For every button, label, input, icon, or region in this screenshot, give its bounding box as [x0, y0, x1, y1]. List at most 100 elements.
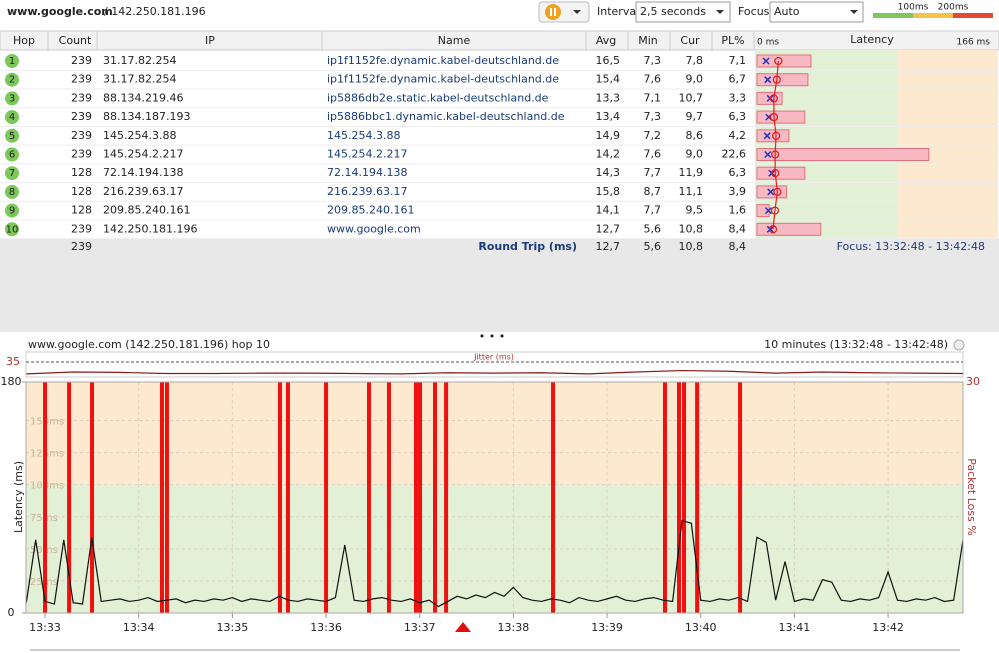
focus-marker[interactable]: [455, 622, 471, 632]
latency-title: Latency: [850, 33, 894, 46]
count: 239: [71, 110, 92, 123]
packet-loss-bar: [418, 382, 423, 613]
hop: 6: [9, 150, 15, 161]
stat: 6,7: [729, 73, 747, 86]
hop-badge: [5, 128, 19, 143]
x-tick-label: 13:39: [591, 621, 623, 634]
latency-min-label: 0 ms: [757, 38, 779, 48]
packet-loss-bar: [756, 54, 812, 68]
column-header[interactable]: Hop: [13, 34, 35, 47]
x-tick-label: 13:33: [29, 621, 61, 634]
empty-area: [0, 239, 999, 332]
stat: 7,3: [644, 54, 662, 67]
packet-loss-bar: [756, 148, 930, 161]
plot-frame: [25, 381, 964, 614]
name: 145.254.2.217: [327, 148, 407, 161]
ip: 31.17.82.254: [103, 54, 176, 67]
avg-marker: [768, 225, 778, 234]
dropdown-arrow: [716, 10, 724, 14]
pause-bar: [554, 8, 556, 16]
summary-stat: 5,6: [644, 240, 662, 253]
name: 145.254.3.88: [327, 129, 400, 142]
x-tick-label: 13:37: [404, 621, 436, 634]
column-header[interactable]: Cur: [680, 34, 700, 47]
packet-loss-bar: [444, 382, 449, 613]
focus-value: Auto: [774, 5, 800, 18]
summary-stat: 8,4: [729, 240, 747, 253]
hop: 10: [6, 224, 19, 235]
latency-max-label: 166 ms: [957, 38, 991, 48]
y-axis-label: Latency (ms): [12, 461, 25, 533]
stat: 7,2: [644, 129, 662, 142]
dropdown-arrow: [850, 10, 858, 14]
ip: 88.134.187.193: [103, 110, 190, 123]
range-toggle[interactable]: [953, 339, 965, 351]
packet-loss-bar: [756, 110, 806, 124]
name: www.google.com: [327, 222, 421, 235]
column-header[interactable]: IP: [205, 34, 215, 47]
stat: 12,7: [596, 222, 621, 235]
count: 239: [71, 129, 92, 142]
avg-marker: [770, 150, 780, 159]
stat: 11,1: [679, 185, 704, 198]
stat: 13,3: [596, 91, 621, 104]
stat: 9,0: [686, 148, 704, 161]
name: ip1f1152fe.dynamic.kabel-deutschland.de: [327, 73, 559, 86]
name: 209.85.240.161: [327, 204, 414, 217]
stat: 7,7: [644, 166, 662, 179]
stat: 14,9: [596, 129, 621, 142]
hop-badge: [5, 91, 19, 106]
focus-label: Focus: [738, 5, 770, 18]
interval-select[interactable]: [635, 1, 731, 23]
summary-stat: 12,7: [596, 240, 621, 253]
name: ip5886bbc1.dynamic.kabel-deutschland.de: [327, 110, 565, 123]
ip: 209.85.240.161: [103, 204, 190, 217]
stat: 10,7: [679, 91, 704, 104]
focus-select[interactable]: [769, 1, 864, 23]
stat: 9,0: [686, 73, 704, 86]
packet-loss-bar: [90, 382, 95, 613]
stat: 6,3: [729, 166, 747, 179]
jitter-label: Jitter (ms): [473, 353, 514, 362]
packet-loss-bar: [695, 382, 700, 613]
column-header[interactable]: PL%: [721, 34, 744, 47]
count: 239: [71, 222, 92, 235]
hop: 2: [9, 75, 15, 86]
y2-axis-label: Packet Loss %: [965, 458, 978, 536]
jitter-tick-label: 35: [6, 355, 20, 368]
hop-badge: [5, 166, 19, 181]
hop: 1: [9, 56, 15, 67]
ip: 72.14.194.138: [103, 166, 183, 179]
name: ip5886db2e.static.kabel-deutschland.de: [327, 91, 549, 104]
stat: 8,7: [644, 185, 662, 198]
column-header[interactable]: Min: [638, 34, 658, 47]
stat: 14,1: [596, 204, 621, 217]
summary-count: 239: [71, 240, 92, 253]
column-header[interactable]: Name: [438, 34, 471, 47]
packet-loss-bar: [159, 382, 164, 613]
count: 239: [71, 148, 92, 161]
stat: 4,2: [729, 129, 747, 142]
packet-loss-bar: [413, 382, 418, 613]
current-marker: [763, 132, 771, 140]
scale-yellow: [913, 13, 953, 18]
stat: 14,2: [596, 148, 621, 161]
stat: 22,6: [722, 148, 747, 161]
current-marker: [764, 207, 772, 215]
hop-badge: [5, 203, 19, 218]
x-tick-label: 13:34: [123, 621, 155, 634]
x-tick-label: 13:38: [498, 621, 530, 634]
stat: 7,3: [644, 110, 662, 123]
column-header[interactable]: Count: [59, 34, 92, 47]
stat: 9,7: [686, 110, 704, 123]
hop: 5: [9, 131, 15, 142]
hop-badge: [5, 222, 19, 237]
splitter[interactable]: • • •: [479, 330, 505, 343]
column-header[interactable]: Avg: [596, 34, 616, 47]
count: 239: [71, 54, 92, 67]
stat: 16,5: [596, 54, 621, 67]
scale-green: [873, 13, 913, 18]
target-ip: / 142.250.181.196: [104, 5, 206, 18]
count: 239: [71, 91, 92, 104]
packet-loss-bar: [285, 382, 290, 613]
